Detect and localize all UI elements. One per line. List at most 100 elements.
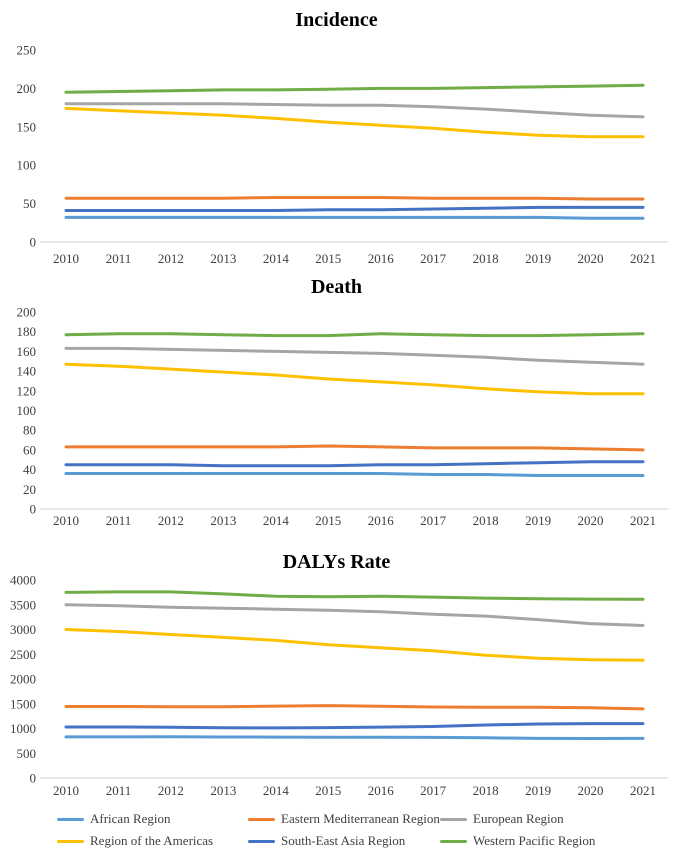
y-axis-tick: 100 xyxy=(17,158,37,173)
legend-line-swatch-eastern-mediterranean xyxy=(248,817,275,821)
y-axis-tick: 2000 xyxy=(10,672,36,687)
dalys-rate-chart: DALYs Rate 4000 3500 3000 2500 2000 1500 1000 50… xyxy=(10,551,668,798)
legend-label: Western Pacific Region xyxy=(473,833,596,848)
series-line-region-of-the-americas xyxy=(64,362,645,396)
series-line-western-pacific-region xyxy=(64,332,645,338)
x-axis-tick: 2015 xyxy=(315,513,341,528)
x-axis-tick: 2011 xyxy=(106,513,132,528)
y-axis-tick: 1500 xyxy=(10,696,36,711)
y-axis-tick: 20 xyxy=(23,482,36,497)
legend-line-swatch-americas xyxy=(57,839,84,843)
series-line-european-region xyxy=(64,346,645,366)
y-axis-tick: 250 xyxy=(17,43,37,58)
legend-label: Region of the Americas xyxy=(90,833,214,848)
series-line-eastern-mediterranean-region xyxy=(64,444,645,452)
legend-label: Eastern Mediterranean Region xyxy=(281,811,440,826)
x-axis-tick: 2018 xyxy=(473,513,499,528)
y-axis-tick: 0 xyxy=(30,771,37,786)
x-axis-tick: 2020 xyxy=(578,513,604,528)
series-line-region-of-the-americas xyxy=(64,106,645,139)
y-axis-tick: 0 xyxy=(30,235,37,250)
x-axis-tick: 2013 xyxy=(210,513,236,528)
x-axis-tick: 2010 xyxy=(53,513,79,528)
chart-legend: African Region Eastern Mediterranean Reg… xyxy=(0,805,673,852)
y-axis-tick: 50 xyxy=(23,196,36,211)
y-axis-tick: 150 xyxy=(17,119,37,134)
x-axis-tick: 2013 xyxy=(210,783,236,798)
y-axis-tick: 160 xyxy=(17,344,37,359)
y-axis-tick: 2500 xyxy=(10,647,36,662)
incidence-chart: Incidence 250 200 150 100 50 0 2010 2011 2012 2013… xyxy=(17,9,668,266)
y-axis-tick: 500 xyxy=(17,746,37,761)
legend-label: South-East Asia Region xyxy=(281,833,406,848)
y-axis-tick: 0 xyxy=(30,502,37,517)
x-axis-tick: 2015 xyxy=(315,783,341,798)
legend-label: European Region xyxy=(473,811,564,826)
y-axis-tick: 60 xyxy=(23,442,36,457)
chart-title: Incidence xyxy=(295,9,377,31)
series-line-western-pacific-region xyxy=(64,590,645,601)
x-axis-tick: 2012 xyxy=(158,783,184,798)
x-axis-tick: 2018 xyxy=(473,251,499,266)
series-line-european-region xyxy=(64,102,645,119)
series-line-western-pacific-region xyxy=(64,83,645,94)
y-axis-tick: 1000 xyxy=(10,721,36,736)
x-axis-tick: 2015 xyxy=(315,251,341,266)
chart-title: Death xyxy=(311,276,362,298)
series-line-region-of-the-americas xyxy=(64,628,645,662)
x-axis-tick: 2019 xyxy=(525,783,551,798)
legend-item-south-east-asia-region: South-East Asia Region xyxy=(248,830,440,852)
y-axis-tick: 100 xyxy=(17,403,37,418)
series-line-african-region xyxy=(64,472,645,477)
series-line-eastern-mediterranean-region xyxy=(64,704,645,711)
x-axis-tick: 2020 xyxy=(578,783,604,798)
y-axis-tick: 80 xyxy=(23,423,36,438)
y-axis-tick: 200 xyxy=(17,81,37,96)
x-axis-tick: 2014 xyxy=(263,783,290,798)
x-axis-tick: 2018 xyxy=(473,783,499,798)
legend-line-swatch-south-east-asia xyxy=(248,839,275,843)
x-axis-tick: 2021 xyxy=(630,251,656,266)
y-axis-tick: 3500 xyxy=(10,597,36,612)
y-axis-tick: 120 xyxy=(17,383,37,398)
series-line-south-east-asia-region xyxy=(64,722,645,730)
x-axis-tick: 2017 xyxy=(420,513,447,528)
y-axis-tick: 180 xyxy=(17,324,37,339)
legend-item-western-pacific-region: Western Pacific Region xyxy=(440,830,673,852)
x-axis-tick: 2016 xyxy=(368,513,395,528)
x-axis-tick: 2012 xyxy=(158,251,184,266)
series-line-european-region xyxy=(64,603,645,627)
x-axis-tick: 2012 xyxy=(158,513,184,528)
chart-title: DALYs Rate xyxy=(283,551,391,573)
y-axis-tick: 3000 xyxy=(10,622,36,637)
x-axis-tick: 2016 xyxy=(368,251,395,266)
x-axis-tick: 2019 xyxy=(525,513,551,528)
x-axis-tick: 2014 xyxy=(263,251,290,266)
y-axis-tick: 140 xyxy=(17,364,37,379)
series-line-south-east-asia-region xyxy=(64,205,645,212)
y-axis-tick: 40 xyxy=(23,462,36,477)
x-axis-tick: 2016 xyxy=(368,783,395,798)
x-axis-tick: 2017 xyxy=(420,783,447,798)
series-line-south-east-asia-region xyxy=(64,460,645,468)
legend-line-swatch-european xyxy=(440,817,467,821)
x-axis-tick: 2020 xyxy=(578,251,604,266)
x-axis-tick: 2021 xyxy=(630,783,656,798)
y-axis-tick: 200 xyxy=(17,305,37,320)
x-axis-tick: 2013 xyxy=(210,251,236,266)
x-axis-tick: 2010 xyxy=(53,783,79,798)
legend-line-swatch-african xyxy=(57,817,84,821)
x-axis-tick: 2011 xyxy=(106,251,132,266)
x-axis-tick: 2011 xyxy=(106,783,132,798)
x-axis-tick: 2017 xyxy=(420,251,447,266)
y-axis-tick: 4000 xyxy=(10,573,36,588)
x-axis-tick: 2019 xyxy=(525,251,551,266)
legend-item-african-region: African Region xyxy=(57,808,248,830)
legend-item-region-of-the-americas: Region of the Americas xyxy=(57,830,248,852)
series-line-eastern-mediterranean-region xyxy=(64,196,645,201)
legend-line-swatch-western-pacific xyxy=(440,839,467,843)
series-line-african-region xyxy=(64,215,645,220)
legend-item-eastern-mediterranean-region: Eastern Mediterranean Region xyxy=(248,808,440,830)
